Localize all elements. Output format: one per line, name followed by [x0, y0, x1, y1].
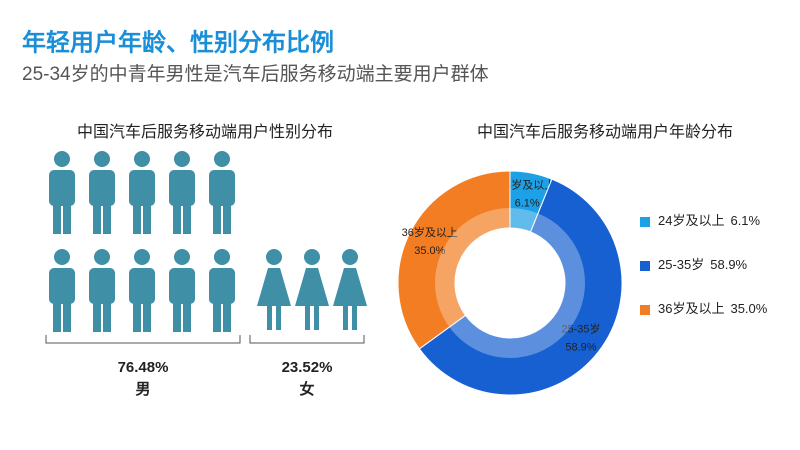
icon-body [49, 170, 75, 206]
icon-leg [93, 200, 101, 234]
icon-body [209, 268, 235, 304]
legend-category: 24岁及以上 [658, 213, 724, 228]
icon-leg [133, 298, 141, 332]
icon-dress [295, 268, 329, 306]
icon-leg [63, 200, 71, 234]
icon-head [174, 249, 190, 265]
icon-dress [333, 268, 367, 306]
slice-value-label: 35.0% [414, 245, 445, 257]
slice-label: 36岁及以上 [402, 225, 458, 239]
icon-leg [183, 298, 191, 332]
legend-swatch [640, 305, 650, 315]
chart-title: 中国汽车后服务移动端用户年龄分布 [477, 123, 733, 141]
legend-category: 25-35岁 [658, 257, 704, 272]
category-label: 女 [299, 380, 314, 398]
icon-leg [276, 306, 281, 330]
icon-head [214, 151, 230, 167]
icon-head [54, 249, 70, 265]
icon-leg [352, 306, 357, 330]
icon-head [266, 249, 282, 265]
icon-head [94, 249, 110, 265]
icon-dress [257, 268, 291, 306]
slice-value-label: 58.9% [565, 341, 596, 353]
page-subtitle: 25-34岁的中青年男性是汽车后服务移动端主要用户群体 [22, 63, 489, 85]
pictogram-group [49, 151, 235, 332]
inner-ring [435, 208, 585, 358]
icon-head [174, 151, 190, 167]
icon-body [129, 170, 155, 206]
icon-leg [143, 200, 151, 234]
icon-body [89, 170, 115, 206]
slice-label: 24岁及以上 [499, 178, 555, 192]
donut-slice [397, 170, 511, 350]
chart-title: 中国汽车后服务移动端用户性别分布 [77, 123, 333, 141]
icon-body [89, 268, 115, 304]
icon-partial [209, 249, 235, 332]
icon-body [169, 170, 195, 206]
icon-leg [223, 298, 231, 332]
icon-leg [63, 298, 71, 332]
bracket [45, 335, 241, 344]
icon-leg [305, 306, 310, 330]
value-label: 76.48% [118, 359, 169, 376]
icon-leg [173, 298, 181, 332]
slice-label: 25-35岁 [561, 321, 600, 335]
legend-swatch [640, 261, 650, 271]
legend-category: 36岁及以上 [658, 301, 724, 316]
icon-body [49, 268, 75, 304]
legend-value: 35.0% [730, 301, 767, 316]
icon-leg [103, 298, 111, 332]
icon-head [304, 249, 320, 265]
pictogram-group [257, 249, 367, 330]
icon-leg [93, 298, 101, 332]
icon-head [134, 151, 150, 167]
icon-leg [103, 200, 111, 234]
icon-body [169, 268, 195, 304]
icon-leg [223, 200, 231, 234]
icon-head [94, 151, 110, 167]
donut-slice [418, 178, 623, 396]
icon-leg [343, 306, 348, 330]
icon-head [54, 151, 70, 167]
icon-leg [314, 306, 319, 330]
icon-head [214, 249, 230, 265]
icon-leg [213, 200, 221, 234]
icon-head [342, 249, 358, 265]
legend-value: 58.9% [710, 257, 747, 272]
icon-body [209, 170, 235, 206]
icon-leg [53, 200, 61, 234]
icon-leg [133, 200, 141, 234]
page-title: 年轻用户年龄、性别分布比例 [22, 28, 334, 56]
legend-label: 24岁及以上 6.1% [658, 213, 761, 228]
slice-value-label: 6.1% [515, 198, 540, 210]
icon-leg [267, 306, 272, 330]
icon-head [134, 249, 150, 265]
legend-label: 25-35岁 58.9% [658, 257, 748, 272]
icon-body [129, 268, 155, 304]
icon-leg [213, 298, 221, 332]
icon-leg [53, 298, 61, 332]
icon-leg [143, 298, 151, 332]
legend-swatch [640, 217, 650, 227]
legend-value: 6.1% [730, 213, 760, 228]
bracket [249, 335, 365, 344]
icon-leg [173, 200, 181, 234]
legend-label: 36岁及以上 35.0% [658, 301, 768, 316]
value-label: 23.52% [282, 359, 333, 376]
category-label: 男 [135, 381, 150, 398]
icon-leg [183, 200, 191, 234]
